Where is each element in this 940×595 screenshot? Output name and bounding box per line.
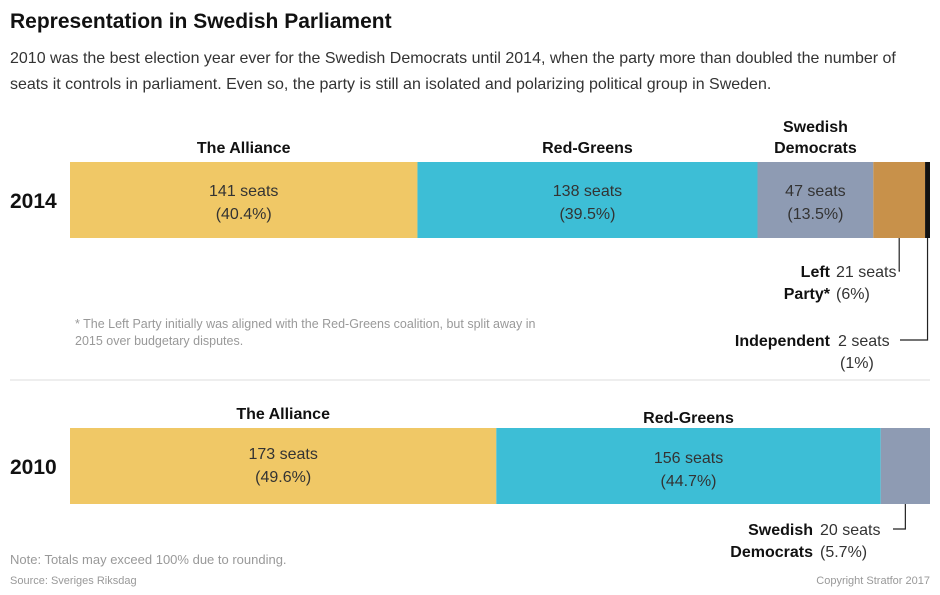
leader-line-left-party xyxy=(898,238,900,272)
category-label-2014-4-line1: Left xyxy=(801,264,831,281)
category-label-2010-2: Red-Greens xyxy=(643,410,734,427)
category-label-2014-1: The Alliance xyxy=(197,140,291,157)
value-2010-3-percent: (5.7%) xyxy=(820,544,867,561)
bar-2014-segment-2 xyxy=(417,162,758,238)
bar-2010-segment-1 xyxy=(70,428,497,504)
category-label-2014-4-line2: Party* xyxy=(784,286,831,303)
category-label-2010-3-line2: Democrats xyxy=(730,544,813,561)
category-label-2010-3-line1: Swedish xyxy=(748,522,813,539)
left-party-footnote: * The Left Party initially was aligned w… xyxy=(75,317,536,348)
chart-title: Representation in Swedish Parliament xyxy=(10,10,392,33)
value-2010-3-seats: 20 seats xyxy=(820,522,880,539)
value-2014-1-seats: 141 seats xyxy=(209,183,278,200)
value-2014-3-seats: 47 seats xyxy=(785,183,845,200)
year-label-2010: 2010 xyxy=(10,456,57,479)
category-label-2010-1: The Alliance xyxy=(236,406,330,423)
bar-2014-segment-5 xyxy=(925,162,930,238)
rounding-note: Note: Totals may exceed 100% due to roun… xyxy=(10,552,287,567)
value-2010-2-seats: 156 seats xyxy=(654,450,723,467)
bar-2014-segment-1 xyxy=(70,162,418,238)
year-label-2014: 2014 xyxy=(10,190,57,213)
category-label-2014-3-line1: Swedish xyxy=(783,119,848,136)
chart-subtitle: 2010 was the best election year ever for… xyxy=(10,50,896,93)
value-2010-1-seats: 173 seats xyxy=(248,446,317,463)
bar-2014-segment-4 xyxy=(873,162,926,238)
leader-line-swedish-democrats-2010 xyxy=(893,504,906,530)
value-2014-4-percent: (6%) xyxy=(836,286,870,303)
category-label-2014-5: Independent xyxy=(735,333,831,350)
value-2014-2-seats: 138 seats xyxy=(553,183,622,200)
value-2014-4-seats: 21 seats xyxy=(836,264,896,281)
bar-2010-segment-3 xyxy=(880,428,930,504)
value-2014-5-seats: 2 seats xyxy=(838,333,890,350)
source-note: Source: Sveriges Riksdag xyxy=(10,575,137,587)
bar-2014-segment-3 xyxy=(757,162,874,238)
leader-line-independent xyxy=(900,238,929,341)
value-2014-3-percent: (13.5%) xyxy=(787,206,843,223)
value-2014-1-percent: (40.4%) xyxy=(216,206,272,223)
bar-2010-segment-2 xyxy=(496,428,881,504)
value-2014-5-percent: (1%) xyxy=(840,355,874,372)
value-2010-1-percent: (49.6%) xyxy=(255,469,311,486)
value-2014-2-percent: (39.5%) xyxy=(559,206,615,223)
category-label-2014-2: Red-Greens xyxy=(542,140,633,157)
value-2010-2-percent: (44.7%) xyxy=(660,473,716,490)
copyright-note: Copyright Stratfor 2017 xyxy=(816,575,930,587)
category-label-2014-3-line2: Democrats xyxy=(774,140,857,157)
